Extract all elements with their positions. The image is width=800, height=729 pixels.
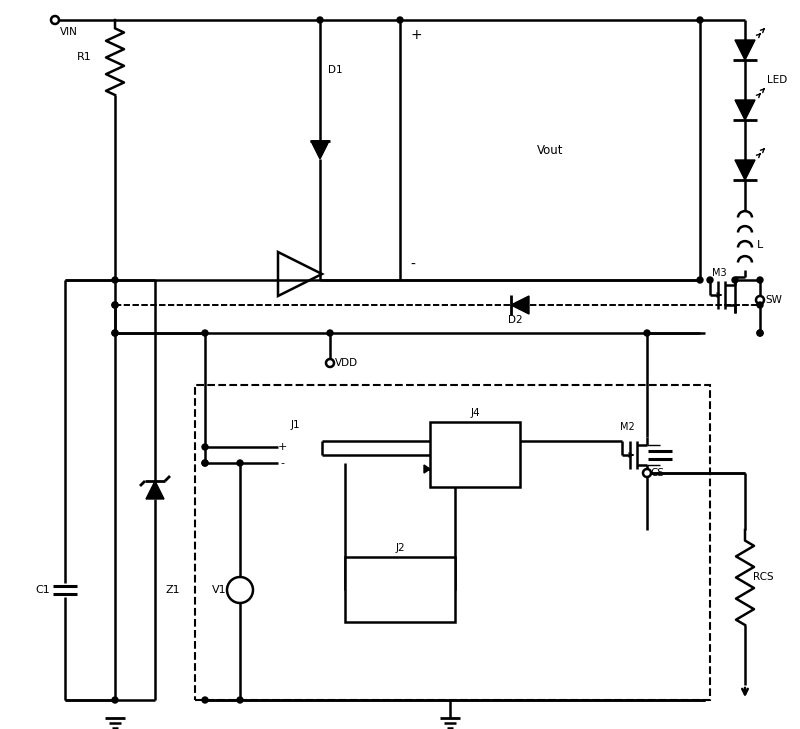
Text: L: L (757, 240, 763, 250)
Text: R1: R1 (77, 52, 92, 62)
Polygon shape (311, 141, 329, 159)
Text: Z1: Z1 (165, 585, 180, 595)
Circle shape (756, 296, 764, 304)
Circle shape (326, 359, 334, 367)
Text: CS: CS (650, 468, 664, 478)
Circle shape (732, 277, 738, 283)
Text: -: - (280, 458, 284, 468)
Text: SW: SW (765, 295, 782, 305)
FancyBboxPatch shape (195, 385, 710, 700)
FancyBboxPatch shape (430, 422, 520, 487)
Circle shape (202, 460, 208, 466)
Text: D2: D2 (508, 315, 522, 325)
Polygon shape (146, 481, 164, 499)
Text: J1: J1 (290, 420, 300, 430)
Circle shape (644, 330, 650, 336)
Polygon shape (735, 100, 755, 120)
Circle shape (112, 277, 118, 283)
Circle shape (227, 577, 253, 603)
Circle shape (112, 697, 118, 703)
Polygon shape (424, 465, 430, 473)
Circle shape (202, 330, 208, 336)
Circle shape (757, 302, 763, 308)
Text: R: R (435, 436, 442, 446)
Text: LED: LED (767, 75, 787, 85)
Circle shape (757, 330, 763, 336)
Text: S: S (435, 464, 442, 474)
Text: RCS: RCS (753, 572, 774, 582)
Text: VDD: VDD (335, 358, 358, 368)
Circle shape (51, 16, 59, 24)
Circle shape (327, 330, 333, 336)
Circle shape (112, 330, 118, 336)
Polygon shape (511, 296, 529, 314)
Circle shape (697, 277, 703, 283)
Circle shape (707, 277, 713, 283)
Text: Q: Q (500, 464, 509, 474)
Text: J2: J2 (395, 543, 405, 553)
Text: +: + (410, 28, 422, 42)
FancyBboxPatch shape (345, 557, 455, 622)
Circle shape (112, 302, 118, 308)
Text: M3: M3 (712, 268, 726, 278)
Text: D1: D1 (328, 65, 342, 75)
Circle shape (237, 460, 243, 466)
Circle shape (202, 697, 208, 703)
Circle shape (757, 330, 763, 336)
Circle shape (112, 302, 118, 308)
Circle shape (397, 17, 403, 23)
Text: C1: C1 (35, 585, 50, 595)
Circle shape (697, 17, 703, 23)
Circle shape (757, 277, 763, 283)
Text: Vout: Vout (537, 144, 563, 157)
Circle shape (202, 444, 208, 450)
Text: Q: Q (500, 436, 509, 446)
Circle shape (202, 460, 208, 466)
Text: J4: J4 (470, 408, 480, 418)
Text: V1: V1 (212, 585, 226, 595)
Text: VIN: VIN (60, 27, 78, 37)
Circle shape (112, 330, 118, 336)
Text: -: - (410, 258, 415, 272)
Polygon shape (735, 40, 755, 60)
Circle shape (237, 697, 243, 703)
Circle shape (317, 17, 323, 23)
Polygon shape (735, 160, 755, 180)
Text: +: + (278, 442, 286, 452)
Text: M2: M2 (620, 422, 634, 432)
Circle shape (643, 469, 651, 477)
